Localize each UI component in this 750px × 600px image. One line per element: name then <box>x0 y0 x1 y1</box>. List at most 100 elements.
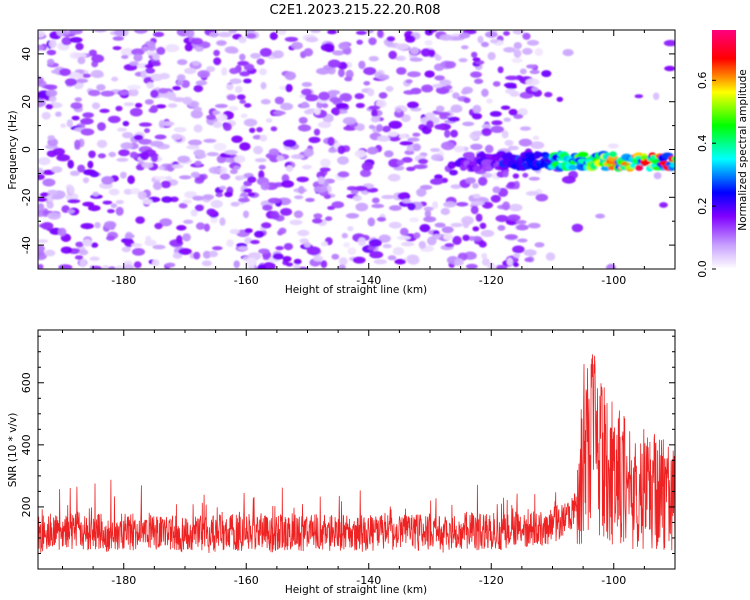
heatmap-cell <box>131 48 145 56</box>
heatmap-cell <box>337 145 346 155</box>
heatmap-cell <box>74 255 84 260</box>
y-tick-label: 600 <box>20 372 33 393</box>
heatmap-cell <box>481 258 490 266</box>
heatmap-panel: -180 -160 -140 -120 -100 -40 -20 0 20 40 Height … <box>7 29 676 296</box>
heatmap-cell <box>229 67 239 75</box>
heatmap-cell <box>396 235 411 240</box>
heatmap-cell <box>355 30 367 35</box>
heatmap-cell <box>90 69 104 79</box>
heatmap-cell <box>38 244 45 253</box>
heatmap-cell <box>120 171 127 179</box>
heatmap-cell <box>404 35 416 43</box>
heatmap-cell <box>324 217 333 221</box>
heatmap-cell <box>58 264 73 269</box>
heatmap-cell <box>64 78 78 86</box>
heatmap-cell <box>238 36 247 44</box>
colorbar-gradient <box>712 30 736 269</box>
heatmap-cell <box>512 262 519 268</box>
heatmap-cell <box>233 260 240 269</box>
heatmap-cell <box>352 256 366 264</box>
heatmap-cell <box>388 50 398 60</box>
heatmap-cell <box>226 83 234 91</box>
heatmap-cell <box>341 232 348 239</box>
heatmap-cell <box>243 188 253 193</box>
heatmap-cell <box>112 36 125 41</box>
heatmap-cell <box>229 78 242 84</box>
heatmap-cell <box>335 103 349 109</box>
heatmap-cell <box>400 114 411 123</box>
heatmap-cell <box>49 95 57 103</box>
heatmap-cell <box>55 111 62 117</box>
heatmap-cell <box>522 47 533 55</box>
heatmap-cell <box>172 252 183 259</box>
heatmap-cell <box>185 30 195 38</box>
heatmap-cell <box>327 30 337 35</box>
heatmap-cell <box>82 239 93 247</box>
heatmap-cell <box>150 105 159 113</box>
heatmap-cell <box>183 219 194 224</box>
heatmap-cell <box>481 124 492 129</box>
heatmap-cell <box>339 93 353 102</box>
heatmap-cell <box>461 45 469 50</box>
heatmap-cell <box>123 188 133 195</box>
heatmap-cell <box>444 85 453 90</box>
heatmap-cell <box>407 101 419 109</box>
heatmap-cell <box>305 36 319 43</box>
heatmap-cell <box>490 39 499 44</box>
heatmap-cell <box>245 257 257 267</box>
heatmap-cell <box>405 79 413 84</box>
heatmap-cell <box>182 233 191 242</box>
heatmap-cell <box>303 48 314 57</box>
heatmap-cell <box>519 126 532 131</box>
heatmap-cell <box>114 265 125 269</box>
heatmap-cell <box>462 121 475 127</box>
heatmap-cell <box>201 260 212 267</box>
heatmap-cell <box>259 134 268 142</box>
heatmap-cell <box>165 44 180 53</box>
heatmap-cell <box>144 239 157 247</box>
heatmap-cell <box>502 201 511 211</box>
heatmap-cell <box>59 68 71 76</box>
heatmap-cell <box>513 180 520 190</box>
snr-y-label: SNR (10 * v/v) <box>7 413 19 488</box>
heatmap-cell <box>387 131 399 137</box>
heatmap-cell <box>292 264 301 269</box>
heatmap-cell <box>135 216 145 224</box>
heatmap-cell <box>544 91 553 98</box>
heatmap-cell <box>120 47 134 57</box>
heatmap-signal-cell <box>635 164 644 171</box>
heatmap-cell <box>176 80 184 86</box>
heatmap-cell <box>206 208 217 216</box>
heatmap-cell <box>184 67 197 75</box>
x-tick-label: -120 <box>479 574 504 587</box>
heatmap-cell <box>472 57 481 62</box>
heatmap-cell <box>432 83 444 88</box>
heatmap-cell <box>541 70 552 78</box>
heatmap-cell <box>38 30 46 38</box>
heatmap-cell <box>561 175 576 184</box>
heatmap-cell <box>173 127 187 133</box>
heatmap-cell <box>188 139 202 146</box>
heatmap-cell <box>270 210 280 220</box>
heatmap-cell <box>355 102 365 109</box>
heatmap-cell <box>257 264 266 269</box>
heatmap-cell <box>127 88 139 97</box>
heatmap-cell <box>258 170 265 180</box>
heatmap-cell <box>382 125 391 133</box>
heatmap-cell <box>75 42 84 51</box>
heatmap-cell <box>214 103 228 109</box>
heatmap-cell <box>171 133 183 141</box>
heatmap-cell <box>91 242 99 248</box>
heatmap-cell <box>120 142 134 150</box>
heatmap-cell <box>42 178 56 187</box>
heatmap-cell <box>129 151 138 159</box>
heatmap-cell <box>129 107 143 117</box>
heatmap-cell <box>343 242 351 248</box>
heatmap-cell <box>280 208 293 216</box>
heatmap-cell <box>144 99 154 105</box>
heatmap-cell <box>398 133 407 139</box>
heatmap-cell <box>368 105 381 110</box>
heatmap-cell <box>137 191 147 200</box>
heatmap-cell <box>491 120 503 126</box>
heatmap-cell <box>528 222 541 229</box>
